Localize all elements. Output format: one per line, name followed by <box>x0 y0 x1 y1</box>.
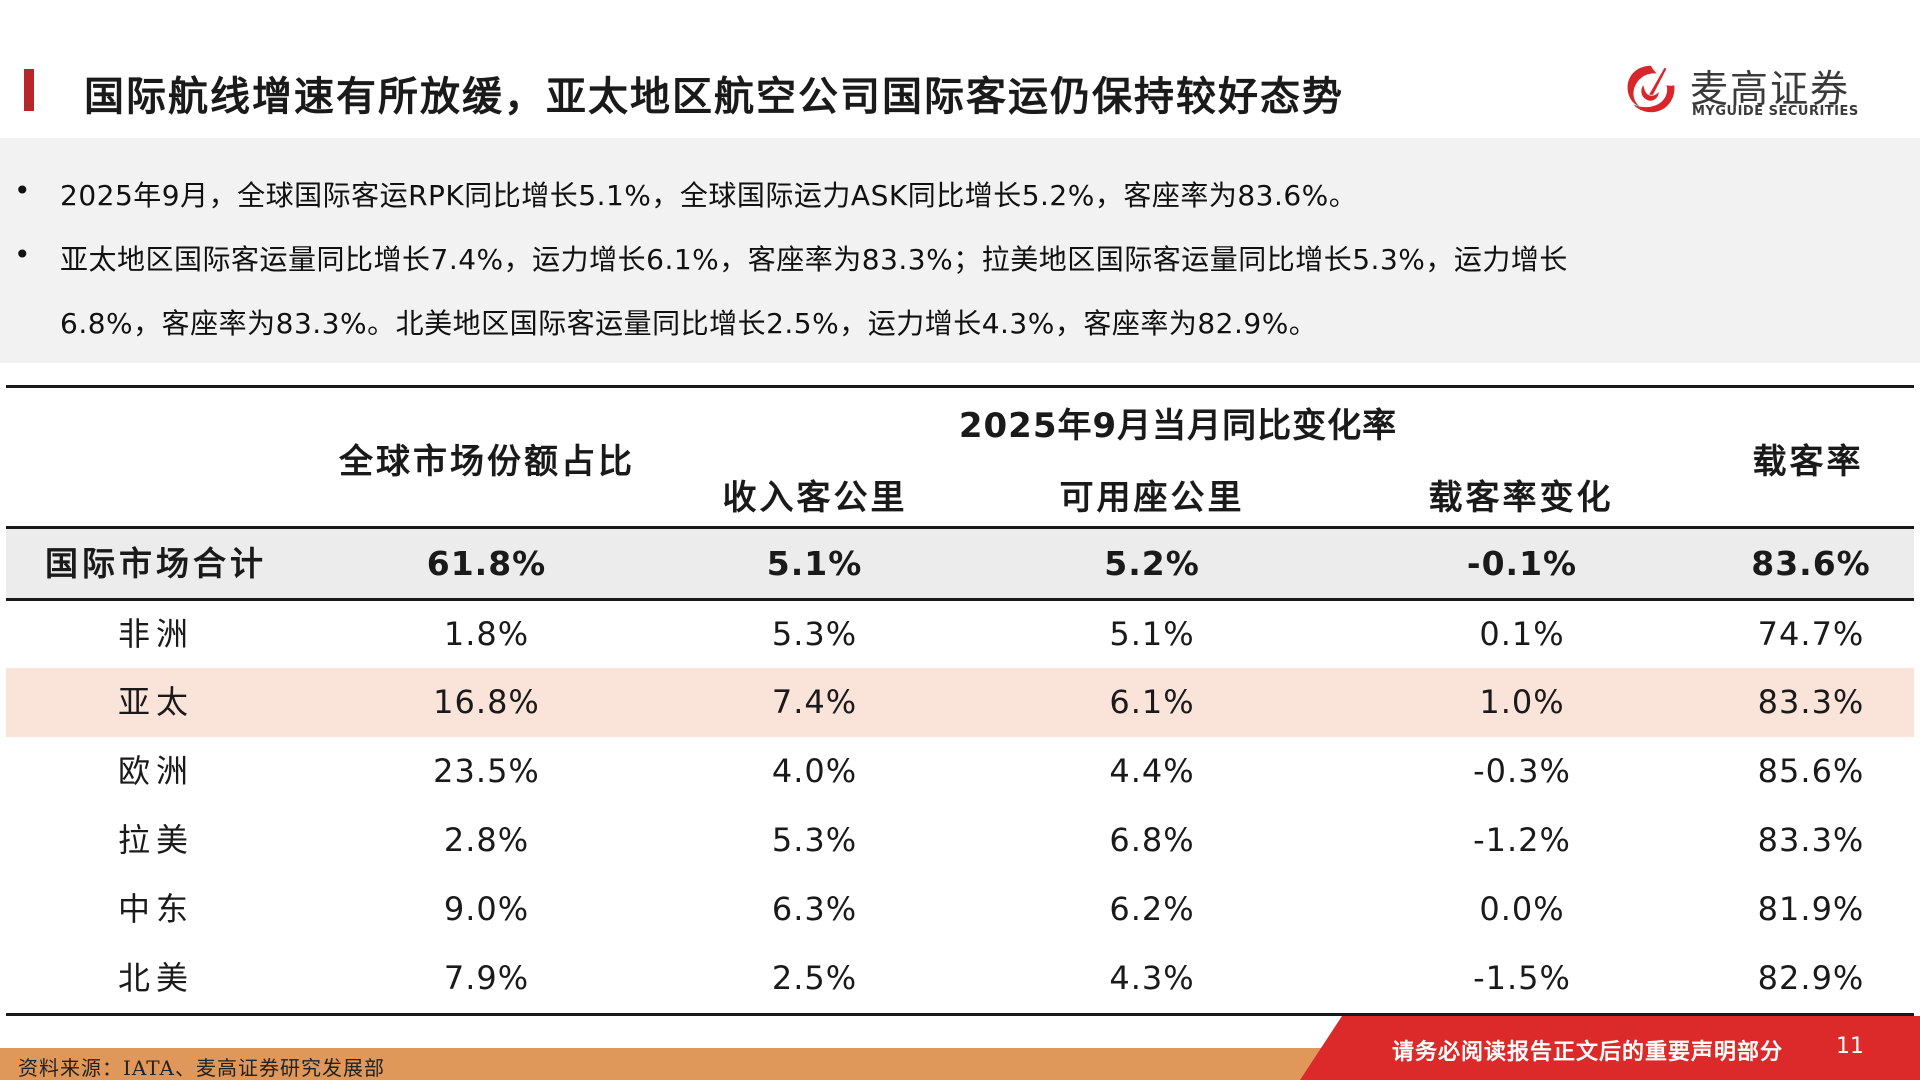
header-group-title: 2025年9月当月同比变化率 <box>958 406 1398 446</box>
header-market-share: 全球市场份额占比 <box>339 442 635 482</box>
logo-name-cn: 麦高证券 <box>1690 67 1851 111</box>
cell-region: 国际市场合计 <box>45 544 267 583</box>
cell-share: 23.5% <box>433 752 540 790</box>
cell-ask: 6.2% <box>1109 890 1195 928</box>
bullet-1-line-1: 2025年9月，全球国际客运RPK同比增长5.1%，全球国际运力ASK同比增长5… <box>60 179 1358 212</box>
cell-lf: 74.7% <box>1757 615 1865 653</box>
footer-source: 资料来源：IATA、麦高证券研究发展部 <box>18 1056 385 1080</box>
title-accent-bar <box>24 69 34 111</box>
table-top-rule <box>6 385 1914 388</box>
cell-ask: 6.8% <box>1109 821 1195 859</box>
header-load-factor: 载客率 <box>1752 442 1864 482</box>
cell-lf-change: -1.2% <box>1473 821 1571 859</box>
bullet-2-line-2: 6.8%，客座率为83.3%。北美地区国际客运量同比增长2.5%，运力增长4.3… <box>60 307 1318 340</box>
cell-lf: 83.3% <box>1757 683 1865 721</box>
footer-source-band <box>0 1048 1340 1080</box>
cell-share: 9.0% <box>443 890 530 928</box>
cell-rpk: 5.3% <box>771 615 858 653</box>
cell-lf: 81.9% <box>1757 890 1865 928</box>
table-row: 北美 7.9% 2.5% 4.3% -1.5% 82.9% <box>6 944 1914 1013</box>
cell-ask: 6.1% <box>1109 683 1195 721</box>
cell-region: 非洲 <box>117 615 194 653</box>
cell-share: 61.8% <box>426 544 547 583</box>
bullet-icon: • <box>14 238 31 271</box>
header-rpk: 收入客公里 <box>722 478 908 518</box>
cell-lf-change: -0.1% <box>1466 544 1578 583</box>
cell-region: 中东 <box>117 890 194 928</box>
cell-ask: 4.3% <box>1109 959 1195 997</box>
cell-rpk: 7.4% <box>771 683 858 721</box>
header-ask: 可用座公里 <box>1059 478 1245 518</box>
cell-lf-change: -1.5% <box>1473 959 1571 997</box>
total-bottom-rule <box>6 598 1914 601</box>
cell-region: 拉美 <box>117 821 194 859</box>
cell-rpk: 5.3% <box>771 821 858 859</box>
cell-lf-change: 1.0% <box>1479 683 1565 721</box>
header-lf-change: 载客率变化 <box>1428 478 1614 518</box>
cell-lf: 82.9% <box>1757 959 1865 997</box>
table-row: 非洲 1.8% 5.3% 5.1% 0.1% 74.7% <box>6 600 1914 669</box>
cell-lf-change: -0.3% <box>1473 752 1571 790</box>
company-logo: 麦高证券 MYGUIDE SECURITIES <box>1622 56 1862 124</box>
cell-region: 亚太 <box>117 683 194 721</box>
table-row: 中东 9.0% 6.3% 6.2% 0.0% 81.9% <box>6 875 1914 944</box>
summary-box: • 2025年9月，全球国际客运RPK同比增长5.1%，全球国际运力ASK同比增… <box>0 138 1920 363</box>
table-row-highlighted: 亚太 16.8% 7.4% 6.1% 1.0% 83.3% <box>6 668 1914 737</box>
cell-ask: 5.1% <box>1109 615 1195 653</box>
cell-lf-change: 0.0% <box>1479 890 1565 928</box>
page-title: 国际航线增速有所放缓，亚太地区航空公司国际客运仍保持较好态势 <box>84 73 1344 120</box>
cell-region: 欧洲 <box>117 752 194 790</box>
cell-rpk: 6.3% <box>771 890 858 928</box>
footer-disclaimer-notice: 请务必阅读报告正文后的重要声明部分 <box>1392 1039 1784 1065</box>
cell-region: 北美 <box>117 959 194 997</box>
table-row: 欧洲 23.5% 4.0% 4.4% -0.3% 85.6% <box>6 737 1914 806</box>
cell-rpk: 2.5% <box>771 959 858 997</box>
cell-ask: 5.2% <box>1104 544 1200 583</box>
footer-notice-band <box>1300 1016 1920 1080</box>
bullet-2-line-1: 亚太地区国际客运量同比增长7.4%，运力增长6.1%，客座率为83.3%；拉美地… <box>60 243 1568 276</box>
cell-rpk: 5.1% <box>766 544 863 583</box>
cell-lf: 83.6% <box>1751 544 1871 583</box>
cell-share: 1.8% <box>443 615 530 653</box>
cell-lf: 83.3% <box>1757 821 1865 859</box>
cell-rpk: 4.0% <box>771 752 858 790</box>
table-row-total: 国际市场合计 61.8% 5.1% 5.2% -0.1% 83.6% <box>6 529 1914 598</box>
table-bottom-rule <box>6 1013 1914 1016</box>
cell-share: 16.8% <box>433 683 540 721</box>
cell-lf-change: 0.1% <box>1479 615 1565 653</box>
header-bottom-rule <box>6 526 1914 529</box>
cell-share: 2.8% <box>443 821 530 859</box>
table-row: 拉美 2.8% 5.3% 6.8% -1.2% 83.3% <box>6 806 1914 875</box>
cell-ask: 4.4% <box>1109 752 1195 790</box>
myguide-logo-icon <box>1627 65 1675 113</box>
cell-lf: 85.6% <box>1757 752 1865 790</box>
cell-share: 7.9% <box>443 959 530 997</box>
bullet-icon: • <box>14 174 31 207</box>
page-number: 11 <box>1836 1034 1864 1059</box>
logo-name-en: MYGUIDE SECURITIES <box>1692 104 1859 119</box>
